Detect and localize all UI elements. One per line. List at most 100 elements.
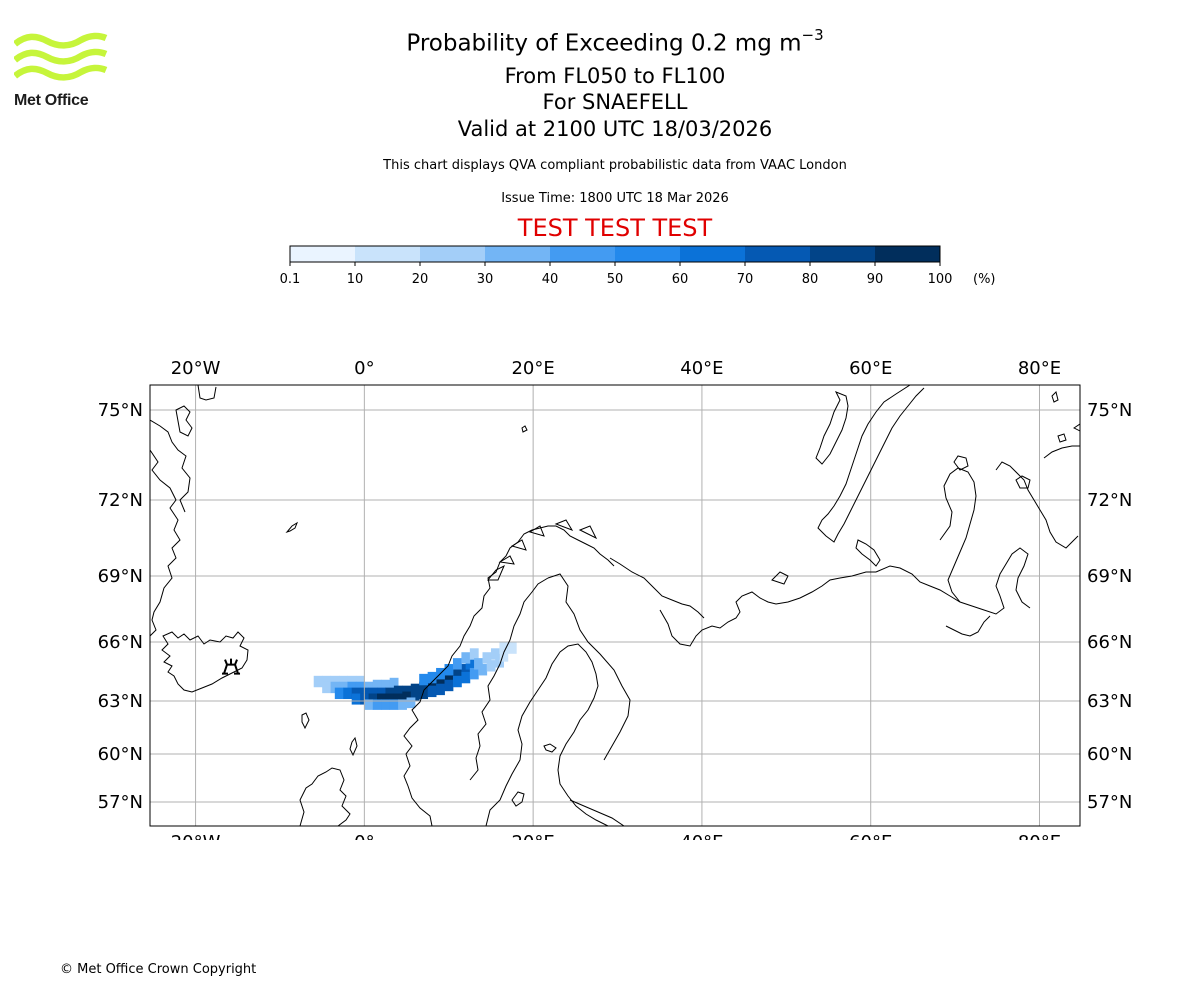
colorbar-band bbox=[420, 246, 486, 262]
plume-cell bbox=[351, 687, 361, 700]
plume-cell bbox=[406, 697, 416, 709]
plume-cell bbox=[486, 660, 496, 672]
plume-cell bbox=[410, 689, 420, 702]
plume-cell bbox=[427, 685, 437, 698]
plume-cell bbox=[381, 679, 391, 692]
plume-cell bbox=[389, 699, 399, 710]
met-office-logo-text: Met Office bbox=[14, 92, 89, 109]
plume-cell bbox=[419, 687, 429, 700]
coastlines bbox=[150, 385, 1080, 826]
plume-cell bbox=[419, 673, 429, 686]
colorbar-band bbox=[680, 246, 746, 262]
colorbar-tick-label: 60 bbox=[672, 272, 689, 287]
colorbar-tick-label: 10 bbox=[347, 272, 364, 287]
valid-time: Valid at 2100 UTC 18/03/2026 bbox=[457, 117, 773, 141]
novaya-zemlya-south bbox=[855, 539, 881, 567]
map-background bbox=[150, 385, 1080, 826]
latitude-label-right: 75°N bbox=[1087, 400, 1132, 421]
colorbar-tick-label: 20 bbox=[412, 272, 429, 287]
gotland bbox=[511, 791, 525, 807]
plume-cell bbox=[507, 642, 517, 654]
volcano-marker-icon bbox=[222, 658, 241, 675]
plume-cell bbox=[347, 681, 357, 694]
longitude-label-top: 20°E bbox=[511, 358, 554, 379]
shetland-islands bbox=[349, 736, 358, 757]
colorbar-unit-label: (%) bbox=[973, 272, 996, 287]
latitude-label-right: 63°N bbox=[1087, 691, 1132, 712]
aland-islands bbox=[543, 743, 557, 753]
latitude-label-left: 69°N bbox=[98, 566, 143, 587]
chart-subtitle: This chart displays QVA compliant probab… bbox=[383, 158, 847, 173]
plume-cell bbox=[410, 683, 420, 696]
plume-cell bbox=[385, 693, 395, 705]
colorbar-tick-label: 0.1 bbox=[280, 272, 301, 287]
test-banner: TEST TEST TEST bbox=[517, 214, 713, 242]
finland-russia-border bbox=[547, 573, 631, 761]
plume-cell bbox=[495, 656, 505, 668]
plume-cell bbox=[427, 679, 437, 692]
latitude-label-right: 57°N bbox=[1087, 792, 1132, 813]
met-office-logo: Met Office bbox=[12, 30, 109, 112]
longitude-label-top: 80°E bbox=[1018, 358, 1061, 379]
plume-cell bbox=[402, 685, 412, 698]
ural-arctic-coast bbox=[945, 615, 991, 637]
greenland-coast bbox=[150, 449, 181, 637]
finland-south-coast bbox=[569, 799, 625, 826]
jan-mayen bbox=[285, 521, 299, 534]
greenland-islands bbox=[175, 405, 193, 437]
plume-cell bbox=[339, 681, 348, 694]
plume-cell bbox=[368, 687, 378, 700]
longitude-label-bottom: 40°E bbox=[680, 832, 723, 840]
kola-coast bbox=[609, 557, 705, 619]
latitude-label-left: 60°N bbox=[98, 744, 143, 765]
plume-cell bbox=[393, 693, 403, 705]
gulf-of-bothnia-coast bbox=[485, 643, 609, 826]
colorbar-tick-label: 100 bbox=[928, 272, 953, 287]
gydan-coast bbox=[995, 461, 1079, 549]
map-gridlines bbox=[150, 385, 1080, 826]
novaya-zemlya-main bbox=[817, 385, 925, 543]
longitude-label-bottom: 0° bbox=[354, 832, 374, 840]
yamal-coast bbox=[875, 547, 1031, 615]
plume-cell bbox=[322, 675, 331, 688]
longitude-label-bottom: 80°E bbox=[1018, 832, 1061, 840]
plume-cell bbox=[444, 679, 454, 692]
novaya-zemlya-east bbox=[815, 391, 849, 465]
plume-cell bbox=[330, 675, 340, 688]
belyi-island bbox=[953, 455, 969, 471]
colorbar-band bbox=[550, 246, 616, 262]
plume-cell bbox=[402, 691, 412, 703]
longitude-label-top: 60°E bbox=[849, 358, 892, 379]
yamal-peninsula bbox=[939, 467, 977, 603]
colorbar-tick-label: 90 bbox=[867, 272, 884, 287]
latitude-label-left: 66°N bbox=[98, 632, 143, 653]
colorbar-band bbox=[615, 246, 681, 262]
sweden-norway-border bbox=[469, 577, 549, 781]
map-frame bbox=[149, 384, 1081, 827]
colorbar-tick-label: 80 bbox=[802, 272, 819, 287]
plume-cell bbox=[444, 664, 454, 676]
issue-time: Issue Time: 1800 UTC 18 Mar 2026 bbox=[501, 191, 729, 206]
white-sea-coast bbox=[659, 571, 876, 647]
latitude-label-left: 75°N bbox=[98, 400, 143, 421]
arctic-islands bbox=[1015, 391, 1080, 489]
chart-title: Probability of Exceeding 0.2 mg m−3 bbox=[0, 26, 1200, 57]
colorbar-band bbox=[290, 246, 356, 262]
plume-cell bbox=[469, 648, 479, 660]
plume-cell bbox=[377, 687, 386, 700]
bear-island bbox=[521, 425, 528, 433]
plume-cell bbox=[436, 683, 445, 696]
colorbar-tick-label: 70 bbox=[737, 272, 754, 287]
plume-cell bbox=[377, 693, 386, 705]
plume-cell bbox=[381, 699, 391, 710]
plume-cell bbox=[461, 652, 471, 664]
volcano-name: For SNAEFELL bbox=[542, 90, 688, 114]
plume-cell bbox=[465, 658, 475, 670]
longitude-label-top: 20°W bbox=[171, 358, 221, 379]
map-axis-labels: 20°W 20°W 0° 0° 20°E 20°E 40°E 40°E 60°E 60°E 80°E… bbox=[98, 358, 1133, 840]
plume-cell bbox=[461, 664, 471, 676]
met-office-wave-icon bbox=[12, 32, 108, 81]
latitude-label-left: 57°N bbox=[98, 792, 143, 813]
chart-title-exponent: −3 bbox=[801, 26, 824, 44]
colorbar-band bbox=[745, 246, 811, 262]
